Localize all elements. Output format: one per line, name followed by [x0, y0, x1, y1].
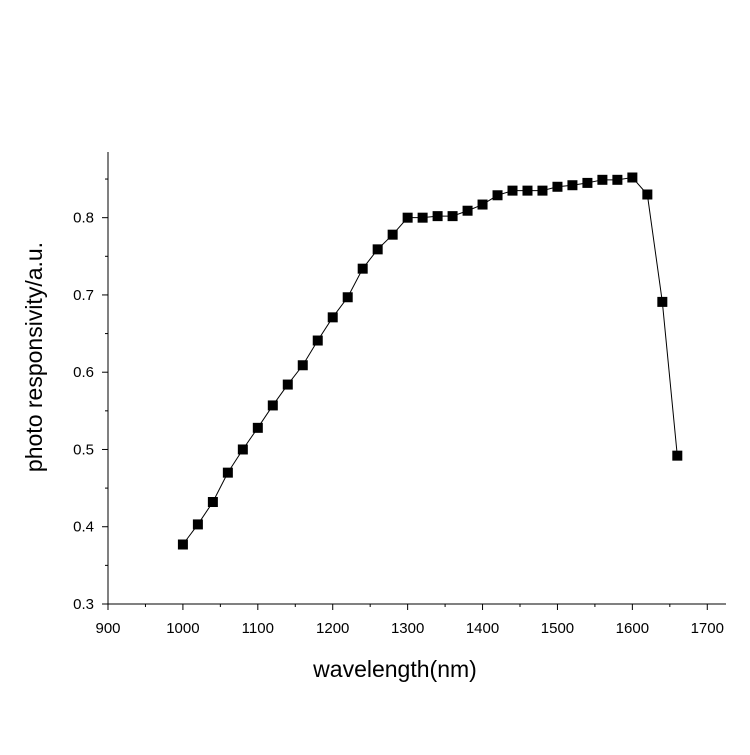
x-axis-title: wavelength(nm): [312, 656, 477, 682]
x-tick-label: 1100: [242, 620, 274, 637]
y-ticks: 0.3 0.4 0.5 0.6 0.7 0.8: [73, 178, 108, 613]
data-point: [222, 467, 233, 478]
data-point: [252, 422, 263, 433]
data-point: [192, 519, 203, 530]
series-layer: [177, 172, 683, 550]
y-tick-label: 0.6: [73, 364, 94, 381]
x-ticks: 900 1000 1100 1200 1300 1400 1500 1600 1700: [95, 604, 724, 637]
data-point: [327, 312, 338, 323]
data-point: [627, 172, 638, 183]
x-tick-label: 1600: [616, 620, 649, 637]
series-line: [182, 176, 678, 545]
data-point: [492, 190, 503, 201]
y-tick-label: 0.5: [73, 441, 94, 458]
data-point: [267, 400, 278, 411]
data-point: [372, 244, 383, 255]
data-point: [612, 174, 623, 185]
data-point: [312, 335, 323, 346]
data-point: [537, 185, 548, 196]
axes: [107, 152, 726, 605]
data-point: [417, 212, 428, 223]
y-tick-label: 0.4: [73, 519, 94, 536]
x-tick-label: 900: [95, 620, 120, 637]
data-point: [207, 497, 218, 508]
y-tick-label: 0.7: [73, 287, 94, 304]
data-point: [237, 444, 248, 455]
x-tick-label: 1500: [541, 620, 574, 637]
data-point: [282, 379, 293, 390]
data-point: [462, 205, 473, 216]
data-point: [507, 185, 518, 196]
data-point: [582, 177, 593, 188]
x-tick-label: 1700: [691, 620, 724, 637]
y-tick-label: 0.8: [73, 210, 94, 227]
data-point: [297, 360, 308, 371]
data-point: [357, 263, 368, 274]
data-point: [177, 539, 188, 550]
y-axis-title: photo responsivity/a.u.: [21, 242, 47, 472]
data-point: [642, 189, 653, 200]
x-tick-label: 1200: [316, 620, 349, 637]
x-tick-label: 1000: [166, 620, 199, 637]
data-point: [402, 212, 413, 223]
data-point: [342, 292, 353, 303]
data-point: [477, 199, 488, 210]
x-tick-label: 1300: [391, 620, 424, 637]
data-point: [657, 296, 668, 307]
data-point: [447, 211, 458, 222]
data-point: [597, 174, 608, 185]
data-point: [522, 185, 533, 196]
data-point: [432, 211, 443, 222]
data-point: [567, 180, 578, 191]
data-point: [552, 181, 563, 192]
x-tick-label: 1400: [466, 620, 499, 637]
data-point: [387, 229, 398, 240]
data-point: [672, 450, 683, 461]
y-tick-label: 0.3: [73, 596, 94, 613]
